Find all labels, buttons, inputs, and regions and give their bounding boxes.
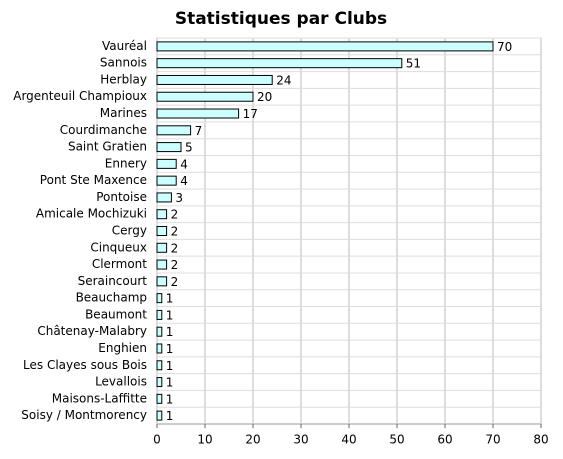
bar (156, 209, 168, 220)
bar (156, 41, 494, 52)
value-label: 17 (243, 107, 258, 121)
value-label: 1 (166, 292, 174, 306)
bar (156, 360, 163, 371)
bar (156, 125, 192, 136)
value-label: 7 (195, 124, 203, 138)
bar (156, 74, 273, 85)
y-tick-label: Marines (100, 106, 147, 120)
x-tick-label: 0 (153, 433, 161, 447)
value-label: 51 (406, 57, 421, 71)
y-tick-label: Les Clayes sous Bois (23, 358, 147, 372)
value-label: 1 (166, 325, 174, 339)
bar (156, 343, 163, 354)
y-tick-label: Amicale Mochizuki (36, 207, 147, 221)
value-label: 2 (171, 225, 179, 239)
bar (156, 192, 172, 203)
y-tick-label: Beauchamp (76, 291, 147, 305)
x-tick-label: 70 (485, 433, 500, 447)
bar (156, 91, 254, 102)
value-label: 4 (180, 174, 188, 188)
value-label: 3 (175, 191, 183, 205)
y-tick-label: Levallois (95, 375, 147, 389)
y-tick-label: Saint Gratien (68, 140, 147, 154)
y-tick-label: Vauréal (102, 39, 147, 53)
value-label: 20 (257, 90, 272, 104)
value-label: 1 (166, 342, 174, 356)
y-tick-label: Cergy (112, 224, 147, 238)
bar (156, 377, 163, 388)
bar (156, 58, 403, 69)
y-tick-label: Seraincourt (78, 274, 148, 288)
y-tick-label: Sannois (100, 56, 147, 70)
bar (156, 276, 168, 287)
x-tick-label: 20 (245, 433, 260, 447)
value-label: 4 (180, 157, 188, 171)
value-label: 2 (171, 208, 179, 222)
value-label: 5 (185, 141, 193, 155)
y-tick-label: Soisy / Montmorency (21, 408, 147, 422)
bar (156, 410, 163, 421)
value-label: 70 (497, 40, 512, 54)
bar (156, 108, 240, 119)
y-tick-label: Beaumont (85, 307, 147, 321)
value-label: 1 (166, 308, 174, 322)
value-label: 24 (276, 73, 291, 87)
value-label: 2 (171, 258, 179, 272)
bar (156, 226, 168, 236)
chart-title: Statistiques par Clubs (175, 9, 387, 29)
y-tick-label: Maisons-Laffitte (52, 391, 147, 405)
x-tick-label: 80 (533, 433, 548, 447)
y-tick-label: Argenteuil Champioux (13, 89, 147, 103)
value-label: 1 (166, 392, 174, 406)
bar (156, 393, 163, 404)
y-tick-label: Pont Ste Maxence (40, 173, 147, 187)
value-label: 1 (166, 376, 174, 390)
bar (156, 175, 177, 186)
bar (156, 142, 182, 153)
y-tick-label: Ennery (105, 156, 147, 170)
x-tick-label: 40 (341, 433, 356, 447)
x-tick-label: 60 (437, 433, 452, 447)
bar (156, 309, 163, 320)
y-tick-label: Châtenay-Malabry (37, 324, 147, 338)
y-tick-label: Cinqueux (90, 240, 147, 254)
x-tick-label: 50 (389, 433, 404, 447)
y-tick-label: Clermont (92, 257, 147, 271)
y-tick-label: Enghien (98, 341, 147, 355)
y-tick-label: Pontoise (96, 190, 147, 204)
value-label: 2 (171, 275, 179, 289)
y-tick-label: Herblay (100, 72, 147, 86)
bar (156, 326, 163, 337)
bar (156, 242, 168, 253)
y-tick-label: Courdimanche (60, 123, 147, 137)
value-label: 1 (166, 409, 174, 423)
x-tick-label: 10 (197, 433, 212, 447)
x-tick-label: 30 (293, 433, 308, 447)
value-label: 1 (166, 359, 174, 373)
bar (156, 293, 163, 304)
value-label: 2 (171, 241, 179, 255)
bar (156, 259, 168, 270)
bar (156, 158, 177, 169)
